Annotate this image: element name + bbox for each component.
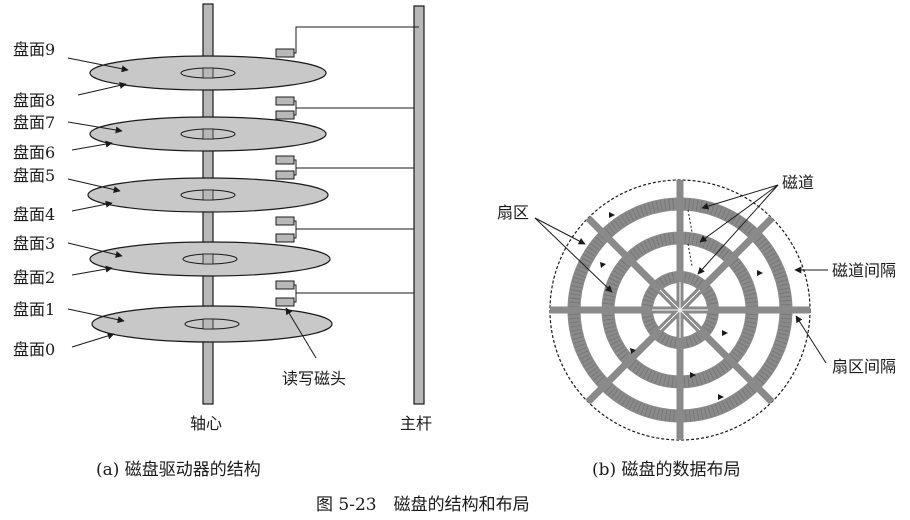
platter-1 (91, 305, 333, 343)
caption-right: (b) 磁盘的数据布局 (592, 460, 741, 480)
figure-title: 图 5-23 磁盘的结构和布局 (316, 495, 530, 515)
head-label: 读写磁头 (282, 369, 346, 388)
platter-label-3: 盘面3 (13, 234, 55, 253)
platter-label-0: 盘面0 (13, 340, 55, 359)
platter-label-5: 盘面5 (13, 166, 55, 185)
platter-label-1: 盘面1 (13, 300, 55, 319)
platter-7 (89, 116, 327, 152)
sector-markers (600, 212, 763, 400)
sector-label: 扇区 (497, 203, 529, 222)
read-write-heads (275, 26, 419, 307)
spindle-label: 轴心 (190, 414, 222, 433)
track-gap-label: 磁道间隔 (832, 261, 896, 280)
platter-3 (89, 241, 331, 277)
disk-layout-diagram: 扇区 磁道 磁道间隔 扇区间隔 (497, 173, 896, 441)
platter-label-6: 盘面6 (13, 143, 55, 162)
platter-9 (89, 55, 327, 91)
platter-5 (87, 177, 329, 213)
rod-label: 主杆 (400, 414, 432, 433)
platter-label-9: 盘面9 (13, 40, 55, 59)
platter-label-2: 盘面2 (13, 268, 55, 287)
sector-gap-label: 扇区间隔 (832, 357, 896, 376)
main-rod (413, 5, 425, 405)
platter-label-4: 盘面4 (13, 205, 55, 224)
disk-drive-diagram: 盘面9 盘面8 盘面7 盘面6 盘面5 盘面4 盘面3 盘面2 盘面1 盘面0 … (13, 3, 432, 433)
layout-leaders (534, 184, 828, 364)
platter-label-8: 盘面8 (13, 91, 55, 110)
platter-label-7: 盘面7 (13, 113, 55, 132)
track-label: 磁道 (782, 173, 814, 192)
caption-left: (a) 磁盘驱动器的结构 (96, 460, 261, 480)
platter-leaders (67, 57, 317, 359)
